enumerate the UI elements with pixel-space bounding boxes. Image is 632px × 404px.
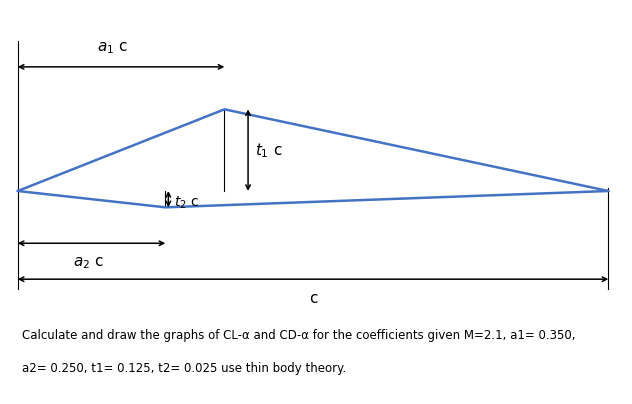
Text: a2= 0.250, t1= 0.125, t2= 0.025 use thin body theory.: a2= 0.250, t1= 0.125, t2= 0.025 use thin… — [22, 362, 346, 375]
Text: Calculate and draw the graphs of CL-α and CD-α for the coefficients given M=2.1,: Calculate and draw the graphs of CL-α an… — [22, 329, 576, 342]
Text: $t_1$ c: $t_1$ c — [255, 141, 283, 160]
Text: c: c — [309, 291, 317, 306]
Text: $a_2$ c: $a_2$ c — [73, 255, 104, 271]
Text: $a_1$ c: $a_1$ c — [97, 41, 128, 57]
Text: $t_2$ c: $t_2$ c — [174, 194, 200, 210]
